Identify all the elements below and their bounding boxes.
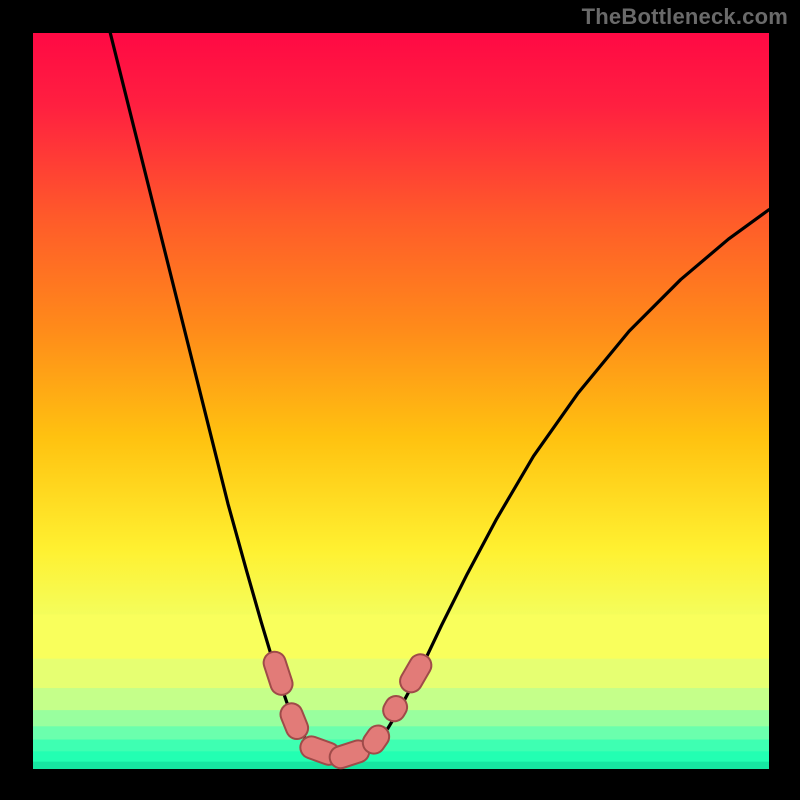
gradient-stripe bbox=[33, 751, 769, 762]
gradient-stripe bbox=[33, 740, 769, 753]
gradient-stripe bbox=[33, 614, 769, 659]
gradient-stripe-final bbox=[33, 762, 769, 769]
bottleneck-chart bbox=[0, 0, 800, 800]
watermark-text: TheBottleneck.com bbox=[582, 4, 788, 30]
gradient-stripe bbox=[33, 726, 769, 740]
